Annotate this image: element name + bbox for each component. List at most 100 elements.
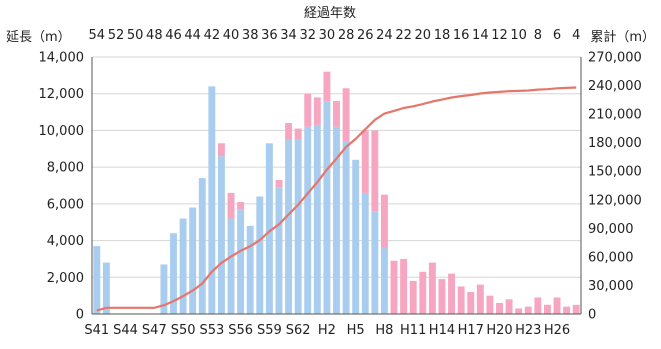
bar-H6-0 bbox=[361, 192, 369, 314]
x-top-tick-label: 36 bbox=[261, 28, 278, 43]
x-top-tick-label: 14 bbox=[472, 28, 489, 43]
bar-S61-1 bbox=[285, 123, 293, 140]
y-axis-right-label: 累計（m） bbox=[590, 29, 655, 45]
x-top-tick-label: 46 bbox=[165, 28, 182, 43]
x-top-tick-label: 52 bbox=[108, 28, 125, 43]
x-bottom-tick-label: H5 bbox=[347, 323, 365, 338]
bar-H27-1 bbox=[563, 306, 571, 314]
bar-H8-0 bbox=[380, 247, 388, 314]
bar-S61-0 bbox=[285, 139, 293, 314]
bar-S50-0 bbox=[179, 218, 187, 314]
x-top-tick-label: 12 bbox=[491, 28, 508, 43]
bar-H5-0 bbox=[352, 159, 360, 314]
bar-H28-1 bbox=[572, 304, 580, 314]
x-top-tick-label: 48 bbox=[146, 28, 163, 43]
bar-H3-1 bbox=[333, 101, 340, 127]
bar-H20-1 bbox=[496, 302, 503, 314]
bar-S51-0 bbox=[189, 207, 197, 314]
bar-H15-1 bbox=[448, 273, 456, 314]
x-top-tick-label: 34 bbox=[280, 28, 297, 43]
x-top-tick-label: 32 bbox=[299, 28, 316, 43]
bar-H17-1 bbox=[467, 291, 475, 314]
y-left-tick-label: 12,000 bbox=[39, 87, 85, 102]
bar-H4-0 bbox=[342, 141, 350, 314]
y-axis-right-ticks: 0 30,000 60,000 90,000 120,000 150,000 180,000… bbox=[588, 51, 642, 323]
y-right-tick-label: 180,000 bbox=[588, 136, 642, 151]
x-top-tick-label: 38 bbox=[242, 28, 259, 43]
x-top-tick-label: 8 bbox=[534, 28, 542, 43]
bar-S42-0 bbox=[102, 262, 110, 314]
bar-S49-0 bbox=[170, 233, 177, 314]
bar-S41-0 bbox=[93, 246, 101, 314]
bar-H8-1 bbox=[380, 194, 388, 248]
y-right-tick-label: 210,000 bbox=[588, 108, 642, 123]
bar-S63-0 bbox=[304, 126, 312, 314]
x-bottom-tick-label: S41 bbox=[84, 323, 109, 338]
bar-S63-1 bbox=[304, 93, 312, 127]
x-top-tick-label: 10 bbox=[510, 28, 527, 43]
bar-H14-1 bbox=[438, 279, 446, 314]
x-bottom-tick-label: S56 bbox=[228, 323, 253, 338]
bar-H25-1 bbox=[543, 304, 551, 314]
y-left-tick-label: 4,000 bbox=[47, 234, 84, 249]
bar-S56-1 bbox=[237, 202, 245, 210]
x-top-tick-label: 6 bbox=[553, 28, 561, 43]
cumulative-line bbox=[96, 86, 577, 312]
cumulative-line-path bbox=[96, 86, 577, 312]
x-top-tick-label: 24 bbox=[376, 28, 393, 43]
bar-S54-1 bbox=[217, 143, 225, 157]
y-right-tick-label: 120,000 bbox=[588, 193, 642, 208]
chart-title: 経過年数 bbox=[304, 6, 356, 21]
x-bottom-tick-label: H8 bbox=[375, 323, 393, 338]
y-right-tick-label: 90,000 bbox=[588, 222, 634, 237]
bar-H7-1 bbox=[371, 130, 379, 212]
x-top-tick-label: 42 bbox=[204, 28, 221, 43]
bar-H18-1 bbox=[476, 284, 484, 314]
bar-S56-0 bbox=[237, 209, 245, 314]
x-bottom-tick-label: H2 bbox=[318, 323, 336, 338]
x-bottom-tick-label: H14 bbox=[429, 323, 455, 338]
bar-S60-0 bbox=[275, 187, 283, 314]
bar-S60-1 bbox=[275, 179, 283, 188]
x-bottom-tick-label: S47 bbox=[142, 323, 167, 338]
bar-H22-1 bbox=[515, 308, 523, 314]
bar-S55-1 bbox=[227, 192, 235, 219]
x-bottom-tick-label: S59 bbox=[257, 323, 282, 338]
x-top-tick-label: 26 bbox=[357, 28, 374, 43]
bar-H3-0 bbox=[333, 126, 340, 314]
bar-S57-0 bbox=[246, 225, 254, 314]
y-left-tick-label: 10,000 bbox=[39, 124, 85, 139]
bar-H12-1 bbox=[419, 271, 427, 314]
bar-H19-1 bbox=[486, 295, 494, 314]
bar-H7-0 bbox=[371, 211, 379, 314]
x-top-tick-label: 20 bbox=[415, 28, 432, 43]
y-left-tick-label: 0 bbox=[76, 308, 84, 323]
bar-H6-1 bbox=[361, 130, 369, 193]
bar-H26-1 bbox=[553, 297, 561, 314]
bar-S62-1 bbox=[294, 128, 302, 140]
bar-H23-1 bbox=[524, 306, 532, 314]
bar-S58-0 bbox=[256, 196, 264, 314]
x-axis-top-ticks: 54 52 50 48 46 44 42 40 38 36 34 32 30 28 26 24 22 20 18 16… bbox=[89, 28, 581, 43]
y-right-tick-label: 150,000 bbox=[588, 165, 642, 180]
bar-H9-1 bbox=[390, 260, 398, 314]
y-left-tick-label: 8,000 bbox=[47, 161, 84, 176]
y-axis-left-label: 延長（m） bbox=[6, 30, 71, 45]
y-right-tick-label: 30,000 bbox=[588, 279, 634, 294]
bar-S52-0 bbox=[198, 178, 206, 314]
x-bottom-tick-label: S53 bbox=[199, 323, 224, 338]
bar-H21-1 bbox=[505, 299, 513, 314]
x-top-tick-label: 18 bbox=[434, 28, 451, 43]
axes bbox=[91, 57, 582, 315]
y-right-tick-label: 270,000 bbox=[588, 51, 642, 66]
bars bbox=[93, 71, 580, 315]
bar-S54-0 bbox=[217, 156, 225, 314]
bar-H1-1 bbox=[313, 97, 321, 125]
bar-S62-0 bbox=[294, 139, 302, 314]
bar-H2-1 bbox=[323, 71, 331, 102]
y-left-tick-label: 6,000 bbox=[47, 197, 84, 212]
x-bottom-tick-label: S62 bbox=[286, 323, 311, 338]
bar-H24-1 bbox=[534, 297, 542, 314]
